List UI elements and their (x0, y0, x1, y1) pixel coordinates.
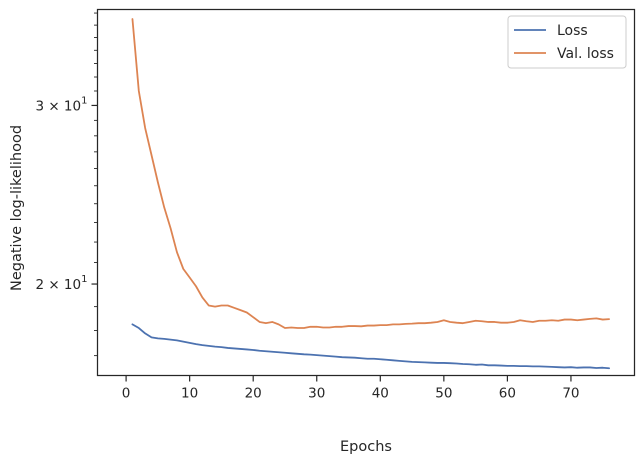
y-tick-label: 2 × 101 (35, 274, 87, 293)
x-tick-label: 0 (122, 386, 131, 402)
x-axis-label: Epochs (340, 439, 392, 455)
y-axis: 2 × 101 3 × 101 (35, 12, 98, 357)
legend-label-loss: Loss (557, 23, 588, 39)
x-tick-label: 30 (308, 386, 325, 402)
x-tick-label: 50 (435, 386, 452, 402)
x-tick-label: 10 (181, 386, 198, 402)
legend-box (507, 15, 627, 69)
x-tick-label: 20 (245, 386, 262, 402)
y-tick-label: 3 × 101 (35, 95, 87, 114)
y-axis-label: Negative log-likelihood (9, 125, 25, 291)
axes-frame (96, 8, 636, 377)
x-tick-label: 70 (562, 386, 579, 402)
x-tick-label: 60 (499, 386, 516, 402)
series-line-val-loss (131, 18, 610, 329)
legend-label-val-loss: Val. loss (557, 46, 614, 62)
series-layer (131, 18, 610, 370)
legend: Loss Val. loss (507, 15, 627, 69)
x-tick-label: 40 (372, 386, 389, 402)
series-line-loss (131, 323, 610, 370)
x-axis: 0 10 20 30 40 50 60 70 (122, 375, 580, 402)
